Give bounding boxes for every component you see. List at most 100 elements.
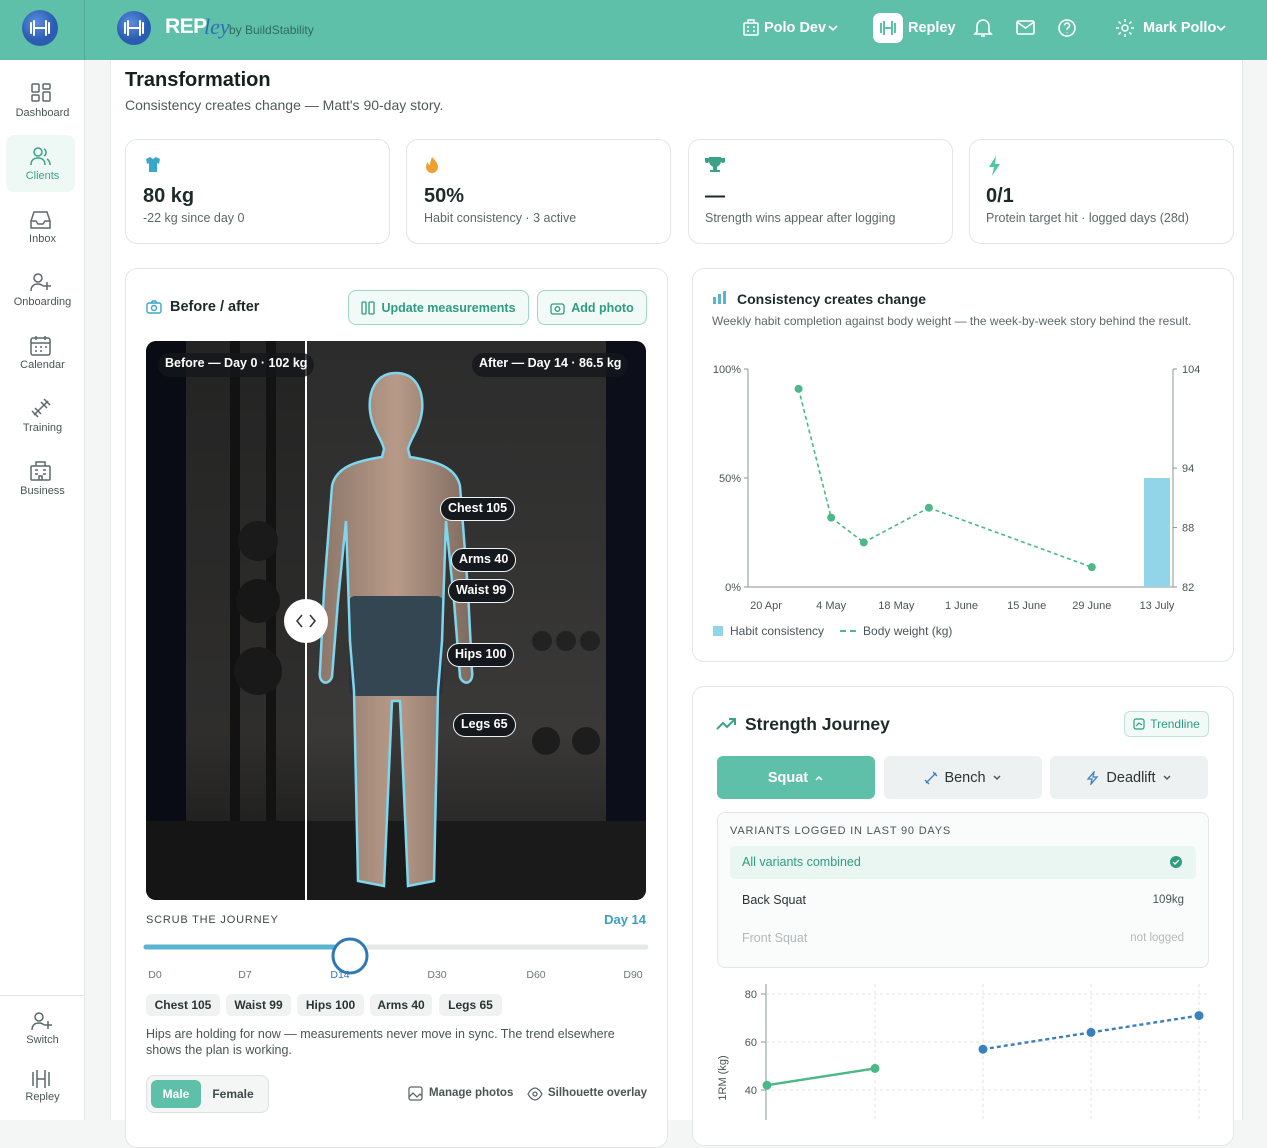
nav-item[interactable]: Dashboard <box>15 107 70 119</box>
nav-item[interactable]: Calendar <box>20 359 65 371</box>
variants-title: VARIANTS LOGGED IN LAST 90 DAYS <box>730 825 952 837</box>
stat-icons <box>146 156 1000 176</box>
nav-item[interactable]: Business <box>20 485 65 497</box>
line-segment <box>1090 1014 1200 1034</box>
chart-subtitle: Weekly habit completion against body wei… <box>712 314 1192 328</box>
measurement-tag: Chest 105 <box>440 497 516 521</box>
nav-item[interactable]: Onboarding <box>13 296 72 308</box>
check-icon <box>1170 856 1182 868</box>
brand-script: ley <box>204 14 230 39</box>
measurement-tag: Waist 99 <box>448 579 515 603</box>
chart-title: Consistency creates change <box>737 291 927 307</box>
add-photo-button[interactable]: Add photo <box>537 290 647 325</box>
variant-value: 109kg <box>1152 894 1184 906</box>
scrub-tick[interactable]: D90 <box>623 969 643 981</box>
nav-bottom-icons <box>31 1012 52 1088</box>
chart-title: Strength Journey <box>745 714 890 734</box>
button-label: Add photo <box>571 300 634 315</box>
tab-label: Squat <box>767 769 809 786</box>
scrub-label: SCRUB THE JOURNEY <box>146 914 279 926</box>
nav-icons <box>30 83 51 481</box>
before-after-photo[interactable] <box>146 341 646 900</box>
sidebar-divider <box>0 995 84 996</box>
bar <box>1144 478 1170 587</box>
manage-photos-link[interactable]: Manage photos <box>429 1087 514 1099</box>
chevron <box>1216 25 1226 32</box>
workspace-switcher[interactable]: Polo Dev <box>764 20 827 36</box>
page-title: Transformation <box>125 69 271 91</box>
line-segment <box>766 1067 876 1087</box>
toggle-option[interactable]: Female <box>212 1087 254 1101</box>
user-menu[interactable]: Mark Pollo <box>1143 20 1217 36</box>
x-tick-label: 20 Apr <box>750 600 782 612</box>
lift-tab[interactable]: Deadlift <box>1050 756 1208 799</box>
legend-label[interactable]: Habit consistency <box>730 624 825 638</box>
camera-icon <box>550 302 565 315</box>
lift-tab[interactable]: Squat <box>717 756 875 799</box>
stat-card <box>406 139 671 244</box>
scrub-tick[interactable]: D14 <box>330 969 350 981</box>
stat-label: Strength wins appear after logging <box>705 211 896 225</box>
ruler-icon <box>361 300 376 315</box>
variant-name: Front Squat <box>742 931 808 945</box>
toggle-option[interactable]: Male <box>151 1080 201 1108</box>
app-logo[interactable] <box>0 0 85 60</box>
header-icons[interactable] <box>972 17 1082 39</box>
point <box>1086 1027 1096 1037</box>
brand: REP <box>165 15 207 38</box>
scrub-tick[interactable]: D60 <box>526 969 546 981</box>
variants-box <box>717 812 1209 968</box>
settings-icon[interactable] <box>1115 18 1135 38</box>
legend-label[interactable]: Body weight (kg) <box>863 624 953 638</box>
variant-value: not logged <box>1130 932 1184 944</box>
point <box>924 503 933 512</box>
stat-card <box>688 139 953 244</box>
update-measurements-button[interactable]: Update measurements <box>348 290 529 325</box>
chevron <box>815 775 823 781</box>
point <box>794 384 803 393</box>
legend: Habit consistency Body weight (kg) <box>713 624 952 638</box>
nav-item[interactable]: Repley <box>25 1091 60 1103</box>
chart-icon <box>713 291 726 304</box>
measurement-tag: Legs 65 <box>453 713 516 737</box>
header <box>85 0 1267 60</box>
measurement-chip: Hips 100 <box>297 994 364 1016</box>
app-icon[interactable] <box>873 13 903 43</box>
measurement-tag: Arms 40 <box>451 548 517 572</box>
measurement-chip: Waist 99 <box>226 994 291 1016</box>
scrub-tick[interactable]: D0 <box>148 969 162 981</box>
scrub-tick[interactable]: D7 <box>238 969 252 981</box>
trend-icon <box>716 718 736 730</box>
lift-tab[interactable]: Bench <box>884 756 1042 799</box>
measurement-chip: Legs 65 <box>439 994 502 1016</box>
trendline-button[interactable]: Trendline <box>1124 711 1209 737</box>
line-segment <box>982 1031 1092 1051</box>
measurement-note: Hips are holding for now — measurements … <box>146 1027 615 1057</box>
x-tick-label: 1 June <box>945 600 978 612</box>
nav-item[interactable]: Training <box>22 422 63 434</box>
app-name[interactable]: Repley <box>908 20 956 36</box>
brand-logo[interactable] <box>116 10 152 46</box>
chevron <box>828 25 838 32</box>
scrub-slider[interactable] <box>140 935 652 975</box>
y2-tick-label: 94 <box>1182 463 1194 475</box>
x-tick-label: 13 July <box>1140 600 1175 612</box>
lift-icon <box>1086 770 1099 785</box>
x-tick-label: 29 June <box>1072 600 1111 612</box>
y-tick-label: 0% <box>725 582 741 594</box>
measurement-chip: Chest 105 <box>146 994 220 1016</box>
variant-name[interactable]: Back Squat <box>742 893 806 907</box>
chevron <box>1163 774 1171 780</box>
sidebar-logo-area <box>0 0 85 60</box>
chevron <box>993 774 1001 780</box>
variant-row-active[interactable] <box>730 846 1196 879</box>
stat-card <box>125 139 390 244</box>
camera-icon <box>146 300 162 314</box>
nav-item[interactable]: Inbox <box>29 233 56 245</box>
scrub-tick[interactable]: D30 <box>427 969 447 981</box>
silhouette-toggle[interactable]: Silhouette overlay <box>548 1087 648 1099</box>
nav-item[interactable]: Clients <box>25 170 60 182</box>
nav-item[interactable]: Switch <box>26 1034 59 1046</box>
variant-name[interactable]: All variants combined <box>742 855 861 869</box>
